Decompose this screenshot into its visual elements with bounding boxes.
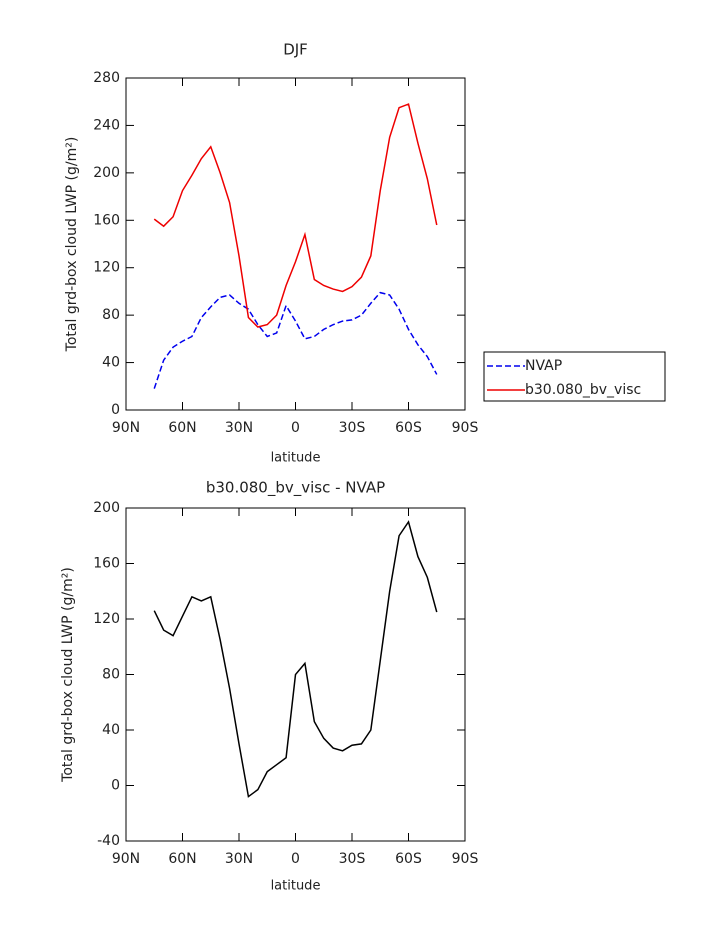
x-tick-label: 30N [225,420,253,436]
y-tick-label: 160 [93,556,120,572]
y-tick-label: 120 [93,611,120,627]
series-line [153,291,438,389]
y-axis-label: Total grd-box cloud LWP (g/m²) [60,567,76,783]
legend-label: b30.080_bv_visc [525,382,641,398]
x-axis-label: latitude [271,879,321,894]
y-tick-label: 160 [93,212,120,228]
legend-label: NVAP [525,358,562,374]
x-tick-label: 0 [291,420,300,436]
y-tick-label: 280 [93,70,120,86]
x-tick-label: 30S [339,420,366,436]
x-tick-label: 60S [395,420,422,436]
y-tick-label: 40 [102,355,120,371]
y-tick-label: 240 [93,117,120,133]
x-tick-label: 60N [168,851,196,867]
y-tick-label: 200 [93,165,120,181]
x-tick-label: 60S [395,851,422,867]
legend-box [483,351,666,402]
x-tick-label: 90S [452,420,479,436]
y-tick-label: 200 [93,500,120,516]
y-tick-label: -40 [97,833,120,849]
y-tick-label: 0 [111,778,120,794]
x-tick-label: 90N [112,420,140,436]
x-tick-label: 30S [339,851,366,867]
y-tick-label: 120 [93,260,120,276]
chart-title: b30.080_bv_visc - NVAP [206,479,385,498]
x-axis-label: latitude [271,451,321,466]
series-line [153,103,438,328]
y-tick-label: 40 [102,722,120,738]
y-tick-label: 0 [111,402,120,418]
x-tick-label: 0 [291,851,300,867]
x-tick-label: 30N [225,851,253,867]
x-tick-label: 90S [452,851,479,867]
y-tick-label: 80 [102,667,120,683]
data-line [153,520,438,798]
x-tick-label: 90N [112,851,140,867]
chart-title: DJF [283,41,308,59]
y-axis-label: Total grd-box cloud LWP (g/m²) [64,137,80,353]
x-tick-label: 60N [168,420,196,436]
y-tick-label: 80 [102,307,120,323]
